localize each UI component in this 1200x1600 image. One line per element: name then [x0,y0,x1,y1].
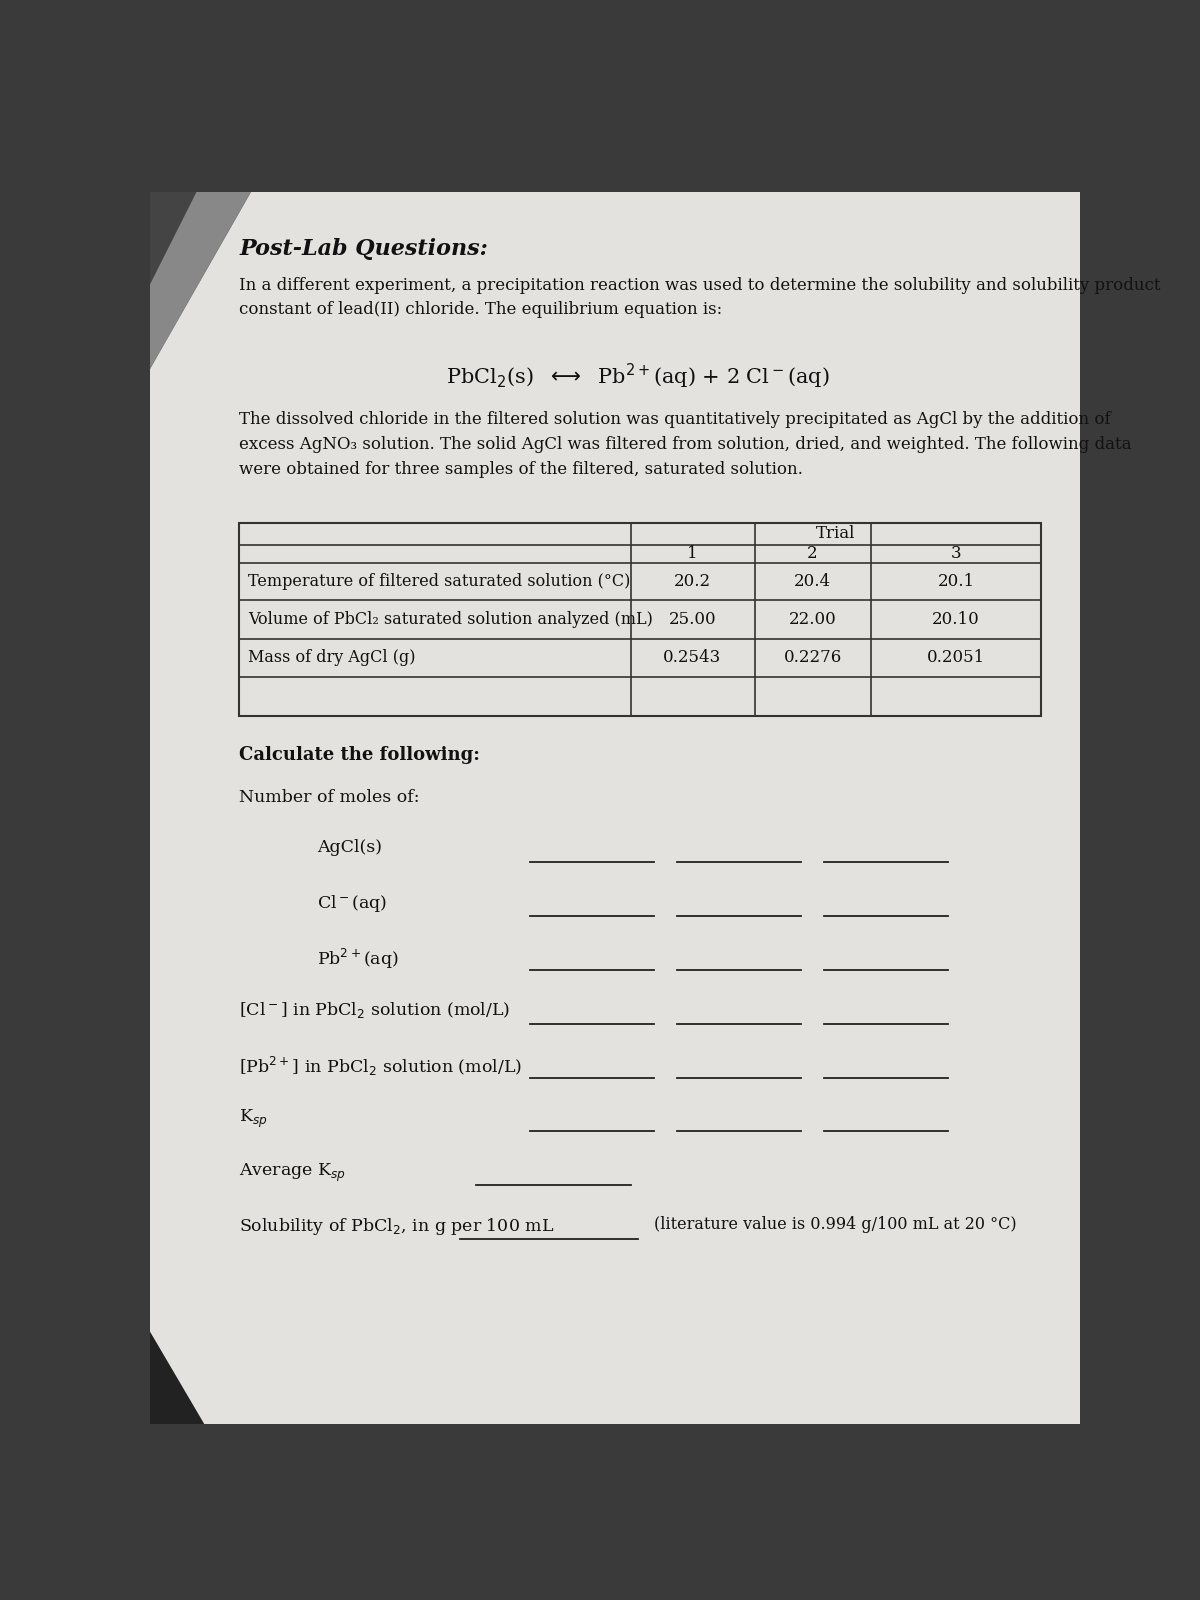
Text: Volume of PbCl₂ saturated solution analyzed (mL): Volume of PbCl₂ saturated solution analy… [248,611,653,627]
Text: AgCl(s): AgCl(s) [317,838,382,856]
Text: Calculate the following:: Calculate the following: [239,746,480,765]
Text: [Pb$^{2+}$] in PbCl$_2$ solution (mol/L): [Pb$^{2+}$] in PbCl$_2$ solution (mol/L) [239,1054,522,1077]
Polygon shape [150,192,197,285]
Bar [239,523,1042,715]
Text: Pb$^{2+}$(aq): Pb$^{2+}$(aq) [317,947,398,971]
Text: K$_{sp}$: K$_{sp}$ [239,1109,268,1131]
Text: Solubility of PbCl$_2$, in g per 100 mL: Solubility of PbCl$_2$, in g per 100 mL [239,1216,554,1237]
Polygon shape [150,192,1080,1424]
Text: The dissolved chloride in the filtered solution was quantitatively precipitated : The dissolved chloride in the filtered s… [239,411,1132,478]
Text: In a different experiment, a precipitation reaction was used to determine the so: In a different experiment, a precipitati… [239,277,1160,318]
Text: 22.00: 22.00 [788,611,836,627]
Text: 2: 2 [808,546,818,563]
Text: 20.1: 20.1 [937,573,974,590]
Text: Cl$^-$(aq): Cl$^-$(aq) [317,893,386,914]
Text: [Cl$^-$] in PbCl$_2$ solution (mol/L): [Cl$^-$] in PbCl$_2$ solution (mol/L) [239,1000,510,1021]
Text: 0.2051: 0.2051 [926,650,985,666]
Text: 0.2276: 0.2276 [784,650,841,666]
Text: Temperature of filtered saturated solution (°C): Temperature of filtered saturated soluti… [248,573,631,590]
Text: 0.2543: 0.2543 [664,650,721,666]
Text: 20.2: 20.2 [674,573,712,590]
Text: Average K$_{sp}$: Average K$_{sp}$ [239,1162,346,1184]
Text: 20.4: 20.4 [794,573,832,590]
Text: Number of moles of:: Number of moles of: [239,789,420,806]
Polygon shape [150,192,251,370]
Text: Trial: Trial [816,525,856,542]
Text: 3: 3 [950,546,961,563]
Text: Post-Lab Questions:: Post-Lab Questions: [239,238,488,261]
Polygon shape [150,1331,204,1424]
Text: 1: 1 [688,546,698,563]
Text: Mass of dry AgCl (g): Mass of dry AgCl (g) [248,650,416,666]
Text: 25.00: 25.00 [668,611,716,627]
Text: PbCl$_2$(s)  $\longleftrightarrow$  Pb$^{2+}$(aq) + 2 Cl$^-$(aq): PbCl$_2$(s) $\longleftrightarrow$ Pb$^{2… [446,362,830,390]
Text: 20.10: 20.10 [932,611,980,627]
Text: (literature value is 0.994 g/100 mL at 20 °C): (literature value is 0.994 g/100 mL at 2… [654,1216,1016,1234]
